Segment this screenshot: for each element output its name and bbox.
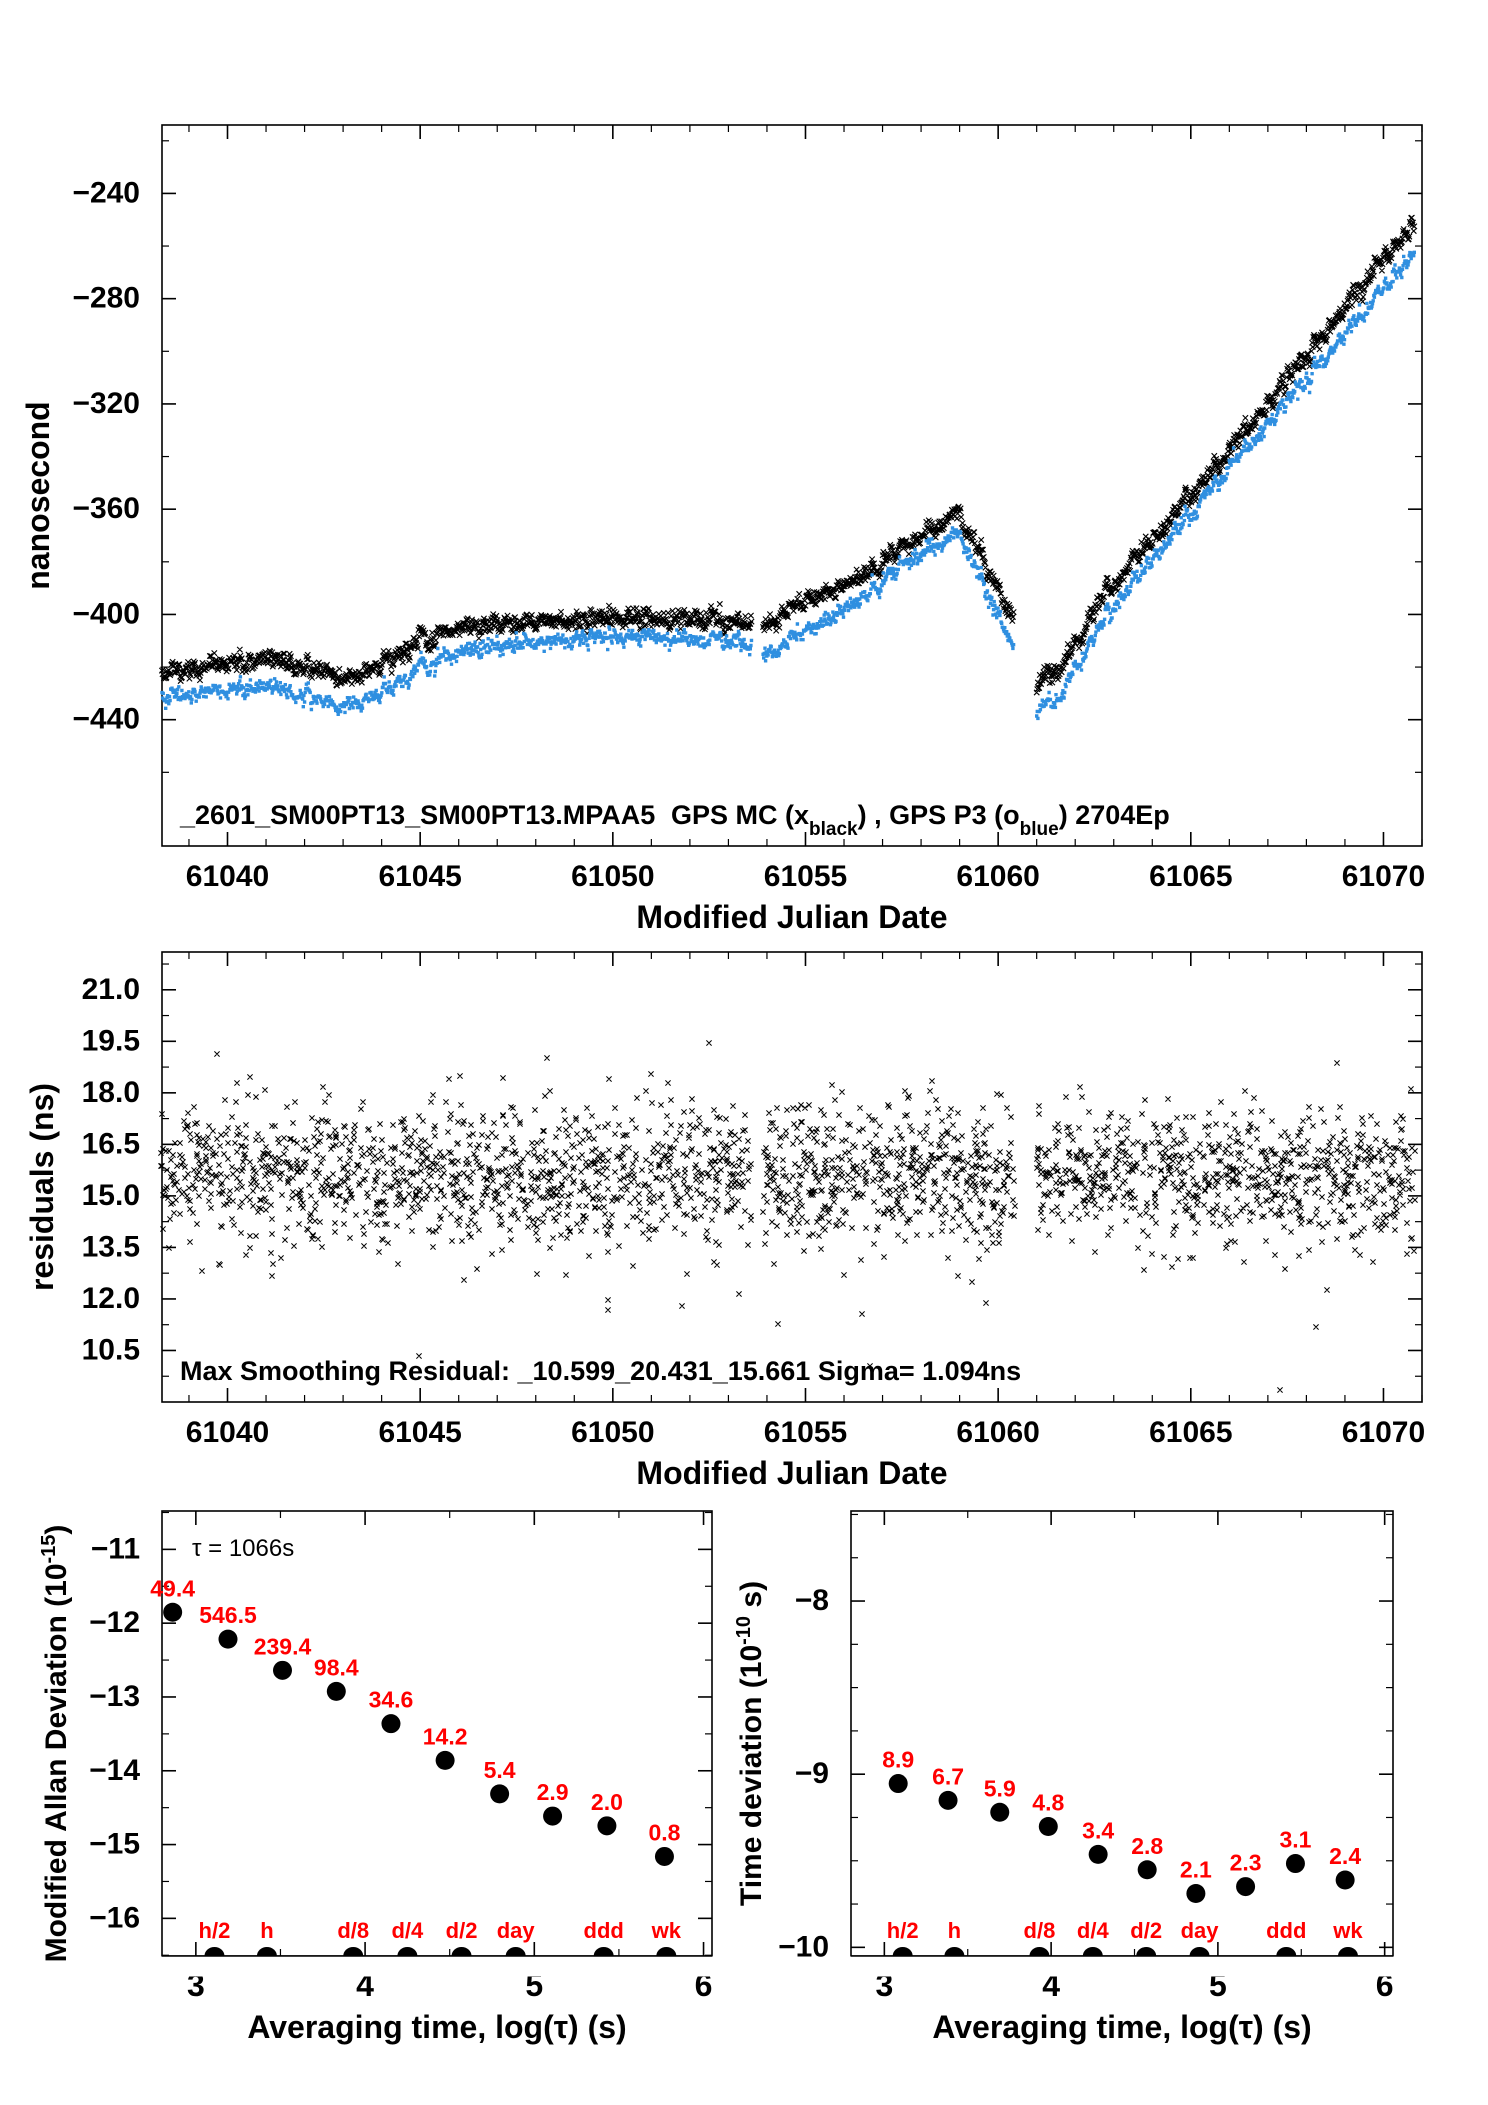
svg-text:61045: 61045 [378,860,461,893]
svg-text:day: day [497,1918,536,1943]
svg-text:wk: wk [651,1918,682,1943]
svg-text:546.5: 546.5 [199,1602,257,1628]
svg-text:−14: −14 [89,1754,140,1787]
svg-text:0.8: 0.8 [648,1819,680,1845]
svg-text:Modified Julian Date: Modified Julian Date [636,1455,947,1491]
svg-text:61045: 61045 [378,1416,461,1449]
svg-text:2.3: 2.3 [1230,1850,1262,1876]
svg-text:−13: −13 [89,1680,140,1713]
svg-text:day: day [1181,1918,1220,1943]
svg-text:61040: 61040 [186,1416,269,1449]
svg-text:d/8: d/8 [1024,1918,1056,1943]
svg-text:residuals (ns): residuals (ns) [24,1083,60,1291]
svg-text:−15: −15 [89,1828,140,1861]
svg-text:15.0: 15.0 [82,1179,140,1212]
svg-text:2.9: 2.9 [537,1779,569,1805]
svg-text:−240: −240 [72,176,140,209]
svg-text:−440: −440 [72,703,140,736]
svg-text:_2601_SM00PT13_SM00PT13.MPAA5: _2601_SM00PT13_SM00PT13.MPAA5 [179,800,655,830]
svg-text:2.4: 2.4 [1329,1843,1361,1869]
svg-text:61050: 61050 [571,1416,654,1449]
svg-text:6.7: 6.7 [932,1763,964,1789]
svg-text:61040: 61040 [186,860,269,893]
svg-text:61060: 61060 [956,860,1039,893]
svg-text:−10: −10 [778,1930,829,1963]
svg-text:ddd: ddd [1266,1918,1306,1943]
svg-text:−280: −280 [72,282,140,315]
svg-text:h/2: h/2 [199,1918,231,1943]
svg-text:5.9: 5.9 [984,1775,1016,1801]
svg-text:Modified Julian Date: Modified Julian Date [636,899,947,935]
svg-text:49.4: 49.4 [150,1575,195,1601]
svg-text:5.4: 5.4 [484,1757,516,1783]
svg-text:−11: −11 [91,1532,140,1565]
svg-text:18.0: 18.0 [82,1076,140,1109]
svg-text:2.8: 2.8 [1131,1833,1163,1859]
svg-text:98.4: 98.4 [314,1654,359,1680]
svg-text:19.5: 19.5 [82,1024,140,1057]
svg-text:τ = 1066s: τ = 1066s [192,1535,294,1562]
svg-text:61055: 61055 [764,860,847,893]
svg-text:Averaging time, log(τ) (s): Averaging time, log(τ) (s) [247,2009,626,2045]
svg-text:−400: −400 [72,597,140,630]
svg-text:61065: 61065 [1149,860,1232,893]
svg-text:61050: 61050 [571,860,654,893]
svg-text:nanosecond: nanosecond [20,401,56,589]
svg-text:−12: −12 [89,1606,140,1639]
svg-text:21.0: 21.0 [82,973,140,1006]
svg-text:61060: 61060 [956,1416,1039,1449]
svg-text:wk: wk [1332,1918,1363,1943]
svg-text:61065: 61065 [1149,1416,1232,1449]
svg-text:4.8: 4.8 [1032,1789,1064,1815]
svg-text:34.6: 34.6 [369,1687,414,1713]
svg-text:16.5: 16.5 [82,1127,140,1160]
svg-text:61070: 61070 [1342,1416,1425,1449]
svg-text:d/8: d/8 [337,1918,369,1943]
svg-text:Max Smoothing Residual: _10.59: Max Smoothing Residual: _10.599_20.431_1… [180,1356,1021,1386]
svg-text:h: h [948,1918,961,1943]
svg-text:h: h [260,1918,273,1943]
svg-text:61070: 61070 [1342,860,1425,893]
svg-text:10.5: 10.5 [82,1333,140,1366]
svg-text:8.9: 8.9 [882,1747,914,1773]
svg-text:Modified Allan Deviation (10-1: Modified Allan Deviation (10-15) [38,1525,73,1963]
svg-text:3.1: 3.1 [1279,1827,1311,1853]
svg-text:239.4: 239.4 [254,1633,312,1659]
svg-text:d/4: d/4 [391,1918,424,1943]
svg-text:12.0: 12.0 [82,1282,140,1315]
svg-text:2.0: 2.0 [591,1789,623,1815]
svg-text:d/4: d/4 [1077,1918,1110,1943]
svg-text:h/2: h/2 [887,1918,919,1943]
svg-text:ddd: ddd [584,1918,624,1943]
svg-text:13.5: 13.5 [82,1230,140,1263]
svg-text:Averaging time, log(τ) (s): Averaging time, log(τ) (s) [932,2009,1311,2045]
svg-text:61055: 61055 [764,1416,847,1449]
svg-text:d/2: d/2 [446,1918,478,1943]
svg-text:2.1: 2.1 [1180,1856,1212,1882]
svg-text:−320: −320 [72,387,140,420]
svg-text:−8: −8 [795,1584,829,1617]
svg-text:3.4: 3.4 [1082,1817,1114,1843]
svg-text:14.2: 14.2 [423,1723,468,1749]
svg-text:−360: −360 [72,492,140,525]
svg-text:−9: −9 [795,1757,829,1790]
svg-text:d/2: d/2 [1130,1918,1162,1943]
svg-text:−16: −16 [89,1901,140,1934]
